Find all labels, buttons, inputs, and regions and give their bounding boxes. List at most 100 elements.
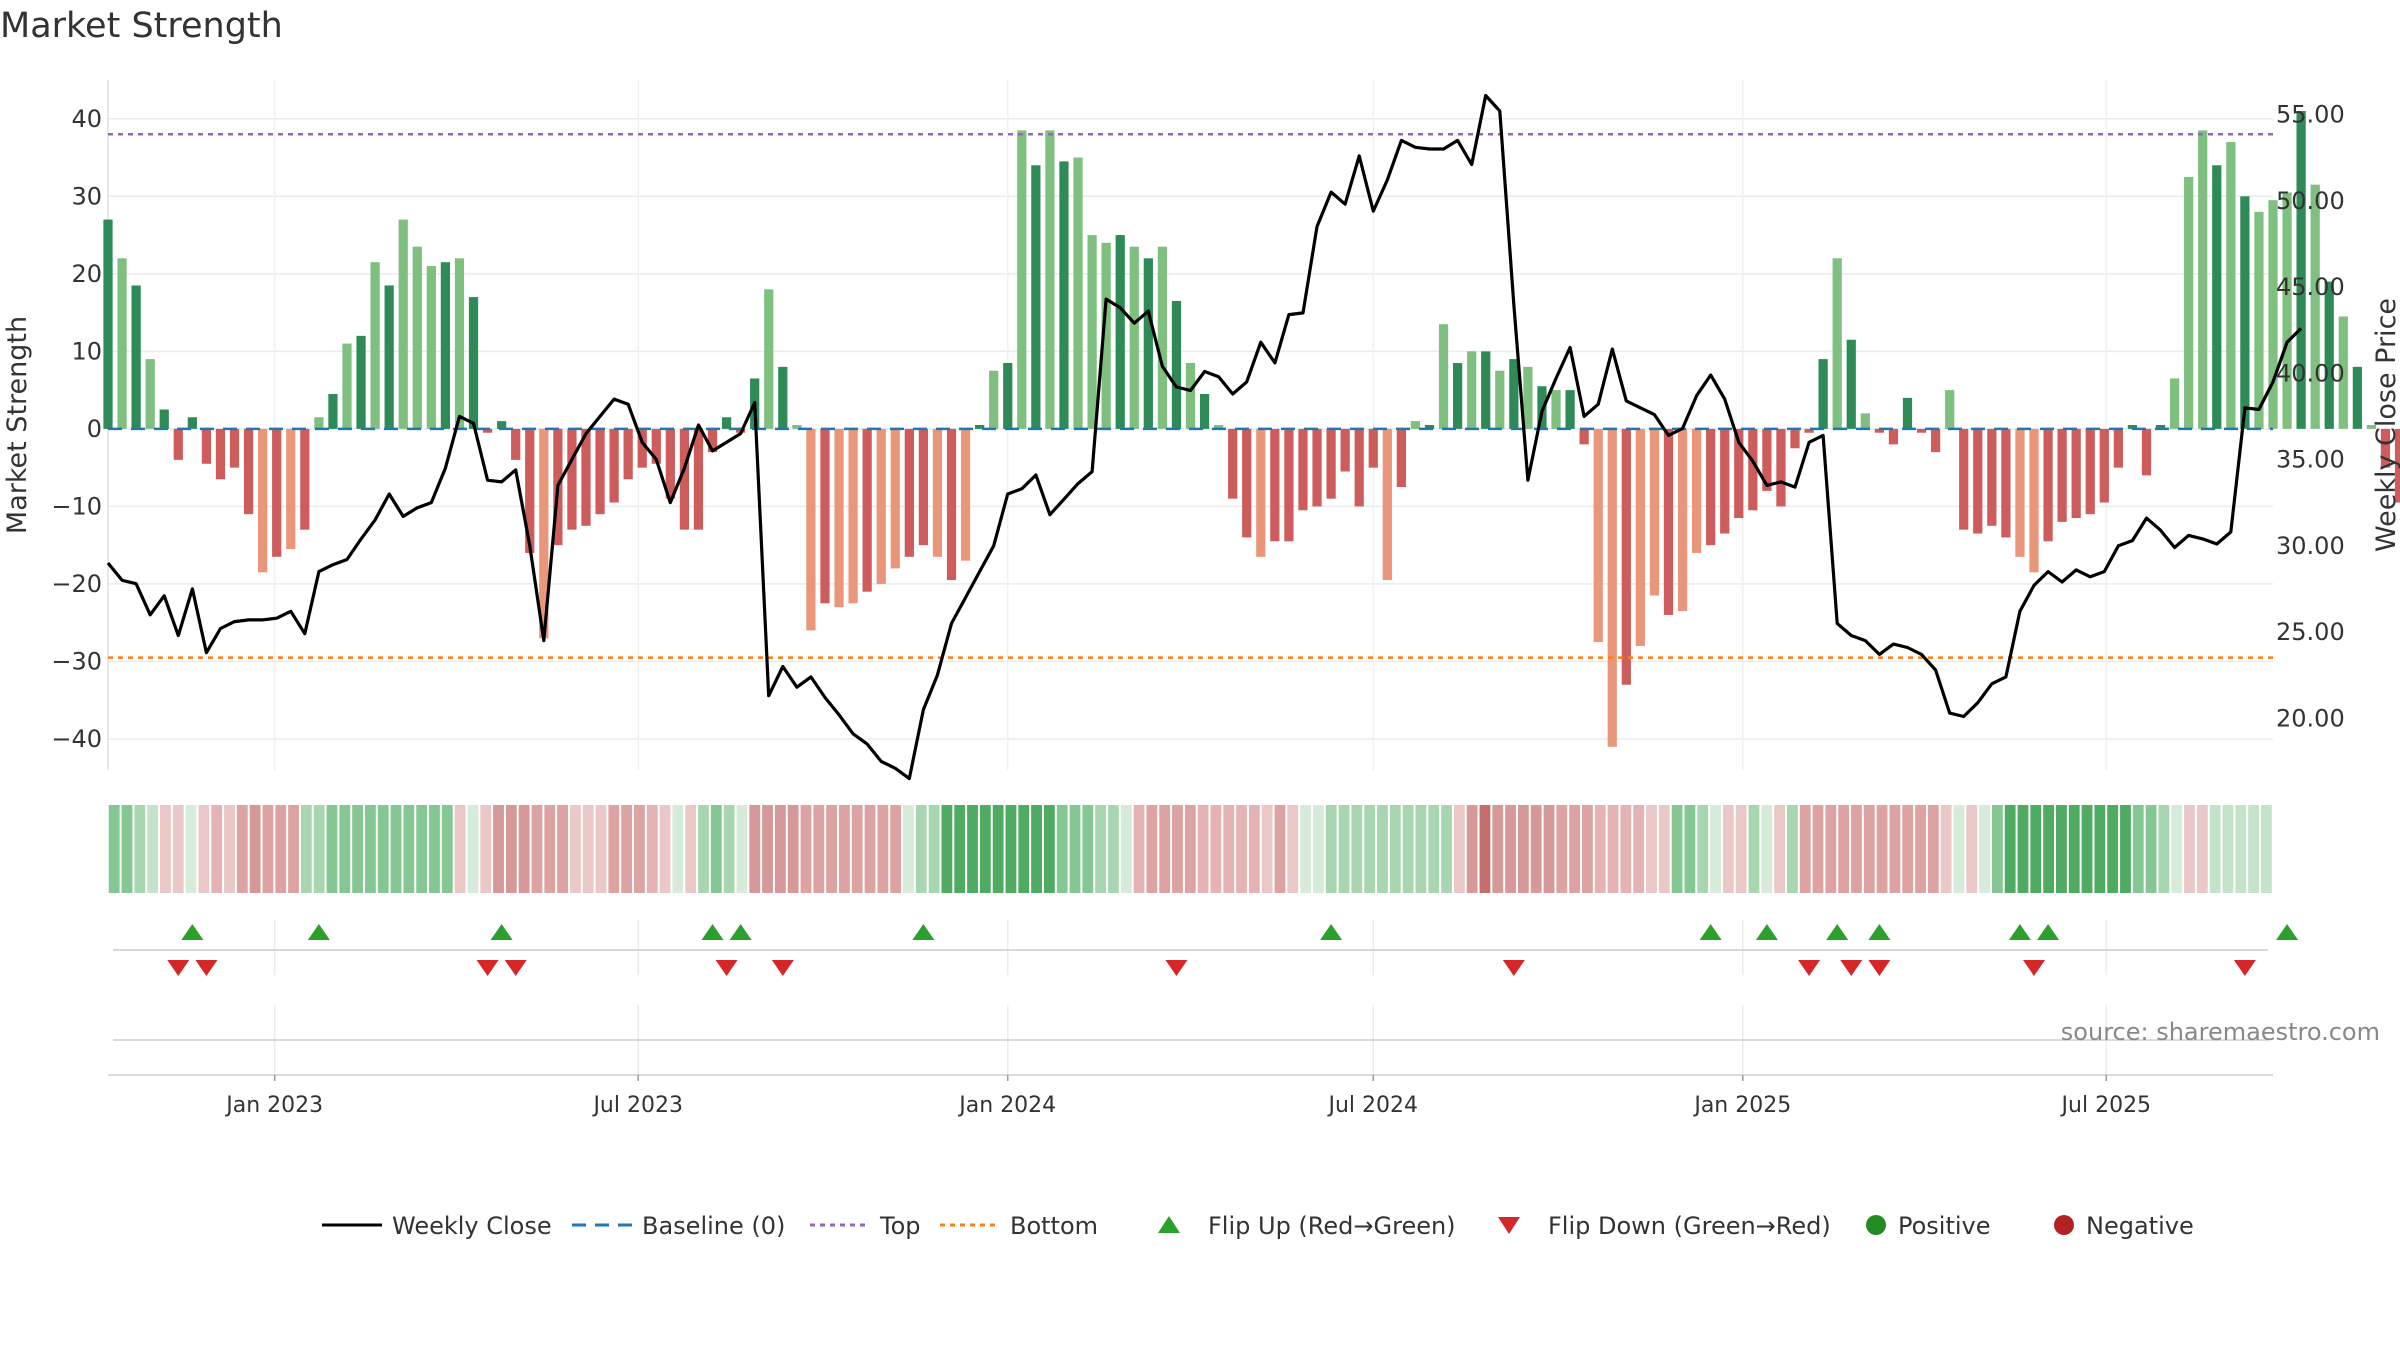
strength-bar (1045, 130, 1055, 429)
strength-heat-cell (1979, 805, 1990, 893)
strength-heat-cell (1389, 805, 1401, 893)
strength-heat-cell (1223, 805, 1235, 893)
strength-heat-cell (2056, 805, 2067, 893)
strength-bar (187, 417, 197, 429)
strength-heat-cell (2209, 805, 2221, 893)
strength-bar (145, 359, 155, 429)
strength-bar (2310, 184, 2320, 429)
flip-down-marker (195, 960, 218, 976)
strength-heat-cell (1991, 805, 2003, 893)
strength-bar (1551, 390, 1561, 429)
strength-heat-cell (1172, 805, 1183, 893)
strength-heat-cell (1146, 805, 1158, 893)
strength-bar (2029, 428, 2039, 573)
flip-down-marker (504, 960, 527, 976)
strength-heat-cell (569, 805, 581, 893)
strength-bar (2324, 281, 2334, 429)
strength-bar (1649, 428, 1660, 596)
strength-heat-cell (1902, 805, 1914, 893)
strength-bar (806, 428, 816, 631)
strength-heat-cell (1953, 805, 1965, 893)
strength-heat-cell (1056, 805, 1068, 893)
flip-up-marker (729, 924, 752, 940)
strength-heat-cell (1159, 805, 1171, 893)
strength-bar (356, 335, 366, 429)
strength-bar (1129, 246, 1139, 429)
strength-heat-cell (198, 805, 210, 893)
flip-down-marker (476, 960, 499, 976)
strength-heat-cell (121, 805, 133, 893)
flip-down-marker (2233, 960, 2256, 976)
legend-swatch-circle (1866, 1215, 1886, 1235)
strength-bar (1860, 413, 1870, 429)
x-tick-label: Jan 2023 (224, 1093, 323, 1118)
strength-bar (1790, 428, 1800, 449)
y-right-tick-label: 35.00 (2276, 446, 2345, 474)
strength-heat-cell (890, 805, 902, 893)
strength-heat-cell (403, 805, 415, 893)
strength-heat-cell (1197, 805, 1209, 893)
y-left-tick-label: 40 (71, 105, 102, 133)
strength-heat-cell (1428, 805, 1440, 893)
strength-heat-cell (160, 805, 171, 893)
chart-title: Market Strength (0, 6, 283, 46)
strength-bar (511, 428, 521, 460)
strength-heat-cell (467, 805, 479, 893)
strength-bar (525, 428, 535, 553)
strength-heat-cell (1082, 805, 1094, 893)
strength-heat-cell (954, 805, 966, 893)
strength-heat-cell (1133, 805, 1145, 893)
strength-heat-cell (1966, 805, 1978, 893)
y-right-tick-label: 55.00 (2276, 101, 2345, 129)
strength-heat-cell (249, 805, 261, 893)
strength-bar (2113, 428, 2123, 468)
strength-bar (623, 428, 633, 480)
flip-up-marker (1320, 924, 1343, 940)
strength-heat-cell (300, 805, 312, 893)
strength-bar (693, 428, 704, 530)
strength-bar (1467, 351, 1477, 429)
strength-heat-cell (2184, 805, 2195, 893)
strength-heat-cell (1466, 805, 1478, 893)
strength-bar (1284, 428, 1294, 542)
strength-heat-cell (1031, 805, 1042, 893)
flip-up-marker (307, 924, 330, 940)
strength-heat-cell (992, 805, 1004, 893)
legend-label: Weekly Close (392, 1212, 552, 1240)
strength-heat-cell (390, 805, 402, 893)
strength-bar (1199, 393, 1210, 429)
strength-heat-cell (1927, 805, 1939, 893)
strength-bar (384, 285, 394, 429)
strength-bar (1593, 428, 1603, 643)
strength-bar (328, 393, 338, 429)
strength-heat-cell (1210, 805, 1222, 893)
strength-bar (595, 428, 605, 515)
strength-bar (2141, 428, 2152, 476)
strength-heat-cell (1915, 805, 1926, 893)
strength-heat-cell (454, 805, 466, 893)
strength-bar (1312, 428, 1322, 507)
strength-heat-cell (646, 805, 658, 893)
strength-bar (1902, 397, 1913, 429)
strength-bar (440, 262, 451, 429)
strength-heat-cell (1005, 805, 1017, 893)
strength-bar (876, 428, 886, 584)
strength-bar (1270, 428, 1280, 542)
legend-label: Positive (1898, 1212, 1991, 1240)
strength-heat-cell (1479, 805, 1491, 893)
weekly-close-line (106, 93, 2303, 781)
strength-bar (1818, 359, 1828, 429)
strength-heat-cell (236, 805, 248, 893)
strength-heat-cell (1364, 805, 1376, 893)
strength-bar (567, 428, 577, 530)
strength-heat-cell (698, 805, 709, 893)
strength-heat-cell (1774, 805, 1785, 893)
y-left-tick-label: 0 (87, 415, 102, 443)
strength-bar (1509, 359, 1519, 429)
strength-heat-cell (2030, 805, 2042, 893)
strength-bar (707, 428, 718, 453)
strength-heat-cell (1697, 805, 1709, 893)
strength-bar (679, 428, 690, 530)
x-tick-label: Jan 2024 (957, 1093, 1056, 1118)
strength-heat-cell (1799, 805, 1811, 893)
